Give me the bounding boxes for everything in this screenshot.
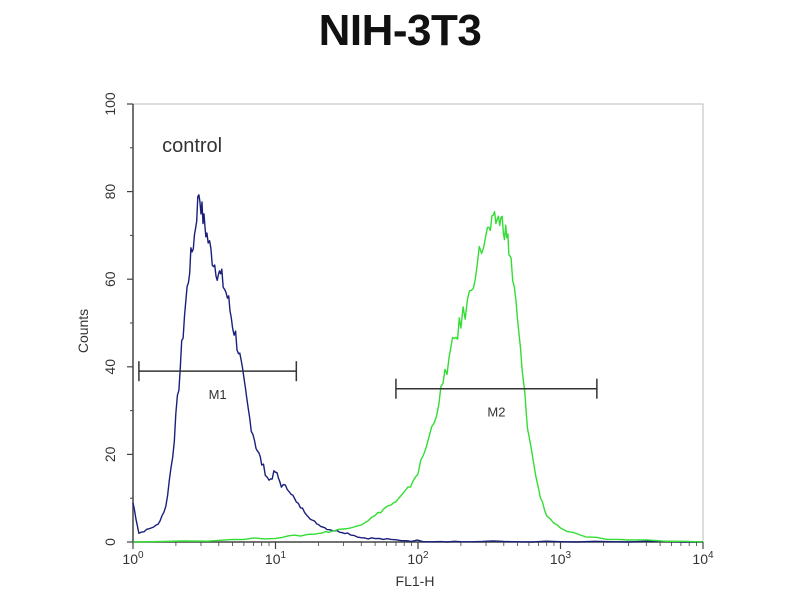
- y-tick-label: 100: [102, 92, 118, 116]
- chart-title: NIH-3T3: [318, 6, 482, 55]
- x-tick-label: 104: [692, 550, 714, 567]
- series-line-2: [132, 210, 704, 543]
- y-tick-label: 20: [102, 446, 118, 462]
- plot-frame: [132, 103, 704, 543]
- y-tick-label: 60: [102, 271, 118, 287]
- y-tick-label: 0: [102, 538, 118, 546]
- series-line-1: [132, 194, 703, 543]
- x-tick-label: 102: [407, 550, 429, 567]
- marker-layer: M1 M2: [138, 361, 598, 420]
- marker-label: M1: [209, 387, 227, 402]
- series-layer: [132, 194, 704, 543]
- x-axis-label: FL1-H: [396, 573, 435, 589]
- x-tick-label: 101: [265, 550, 287, 567]
- y-tick-label: 40: [102, 359, 118, 375]
- y-tick-label: 80: [102, 184, 118, 200]
- annotation-control: control: [162, 135, 222, 157]
- marker-label: M2: [487, 405, 505, 420]
- y-axis-label: Counts: [75, 309, 91, 353]
- marker-m1: M1: [138, 361, 298, 402]
- x-tick-label: 103: [550, 550, 572, 567]
- marker-m2: M2: [395, 378, 598, 420]
- x-tick-label: 100: [122, 550, 144, 567]
- tick-layer: 0 20 40 60 80 100 100 101 102 103 104: [102, 92, 714, 567]
